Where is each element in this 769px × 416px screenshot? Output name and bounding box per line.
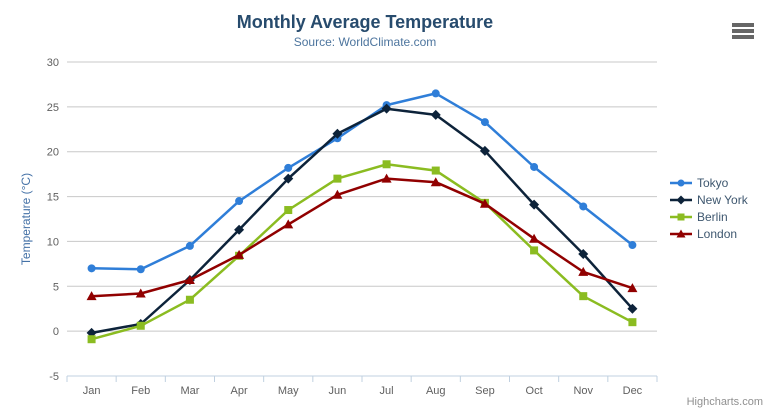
point-new-york-Dec[interactable] [627, 303, 638, 314]
point-berlin-Jun[interactable] [333, 174, 342, 183]
y-axis-tick-label: 25 [47, 102, 59, 114]
point-new-york-Sep[interactable] [479, 145, 490, 156]
point-berlin-Oct[interactable] [530, 246, 539, 255]
chart-subtitle: Source: WorldClimate.com [293, 35, 437, 49]
point-tokyo-Aug[interactable] [431, 89, 440, 98]
highcharts-credits-link[interactable]: Highcharts.com [686, 396, 763, 408]
point-tokyo-Apr[interactable] [235, 197, 244, 206]
point-berlin-Nov[interactable] [579, 292, 588, 301]
point-new-york-Aug[interactable] [430, 109, 441, 120]
x-axis-tick-label: Sep [475, 385, 495, 397]
legend-item-new-york[interactable]: New York [670, 191, 748, 208]
x-axis-tick-label: Jul [380, 385, 394, 397]
series-tokyo [87, 89, 637, 274]
point-berlin-Jan[interactable] [87, 335, 96, 344]
point-new-york-Oct[interactable] [529, 199, 540, 210]
series-new-york [86, 103, 638, 338]
legend-item-tokyo[interactable]: Tokyo [670, 174, 748, 191]
y-axis-tick-label: 20 [47, 147, 59, 159]
point-london-Jul[interactable] [381, 173, 392, 183]
legend-item-berlin[interactable]: Berlin [670, 208, 748, 225]
point-berlin-Mar[interactable] [185, 295, 194, 304]
point-new-york-Jun[interactable] [332, 128, 343, 139]
legend-marker-shape [676, 195, 686, 204]
chart-title: Monthly Average Temperature [236, 12, 494, 32]
point-london-Nov[interactable] [578, 266, 589, 276]
x-axis-tick-label: Dec [623, 385, 643, 397]
legend-item-london[interactable]: London [670, 225, 748, 242]
legend-circle-marker-icon [670, 179, 692, 186]
point-london-Jan[interactable] [86, 291, 97, 301]
series-line-berlin [90, 163, 634, 341]
series-london [86, 173, 638, 301]
point-new-york-May[interactable] [283, 173, 294, 184]
x-axis-tick-label: Mar [180, 385, 199, 397]
x-axis-tick-label: May [278, 385, 299, 397]
point-london-May[interactable] [283, 219, 294, 229]
point-tokyo-Nov[interactable] [579, 202, 588, 211]
x-axis-tick-label: Aug [426, 385, 446, 397]
legend-label-tokyo: Tokyo [697, 175, 729, 190]
series-line-tokyo [90, 92, 634, 271]
y-axis-tick-label: 5 [53, 281, 59, 293]
hamburger-icon [732, 35, 754, 39]
legend-label-london: London [697, 226, 738, 241]
point-tokyo-Feb[interactable] [136, 265, 145, 274]
legend: Tokyo New York Berlin London [670, 174, 748, 242]
legend-diamond-marker-icon [670, 195, 692, 204]
x-axis-tick-label: Nov [573, 385, 593, 397]
point-tokyo-Jan[interactable] [87, 264, 96, 273]
y-axis-tick-label: 30 [47, 57, 59, 69]
point-london-Apr[interactable] [234, 249, 245, 259]
legend-label-new-york: New York [697, 192, 748, 207]
hamburger-icon [732, 23, 754, 27]
y-axis-tick-label: -5 [49, 371, 59, 383]
point-tokyo-Mar[interactable] [185, 241, 194, 250]
point-berlin-Jul[interactable] [382, 160, 391, 169]
x-axis-tick-label: Jun [329, 385, 347, 397]
point-london-Jun[interactable] [332, 189, 343, 199]
point-tokyo-Sep[interactable] [480, 118, 489, 127]
point-berlin-May[interactable] [284, 206, 293, 215]
point-london-Oct[interactable] [529, 233, 540, 243]
point-berlin-Feb[interactable] [136, 321, 145, 330]
legend-square-marker-icon [670, 213, 692, 220]
point-new-york-Apr[interactable] [234, 224, 245, 235]
hamburger-icon [732, 29, 754, 33]
point-london-Mar[interactable] [184, 275, 195, 285]
point-tokyo-Oct[interactable] [530, 162, 539, 171]
y-axis-tick-label: 10 [47, 236, 59, 248]
point-tokyo-Dec[interactable] [628, 241, 637, 250]
point-tokyo-May[interactable] [284, 163, 293, 172]
x-axis-tick-label: Jan [83, 385, 101, 397]
y-axis-tick-label: 15 [47, 192, 59, 204]
series-line-london [90, 177, 634, 298]
legend-label-berlin: Berlin [697, 209, 728, 224]
chart-context-menu-button[interactable] [732, 23, 754, 39]
point-london-Sep[interactable] [479, 198, 490, 208]
x-axis-tick-label: Oct [526, 385, 543, 397]
point-berlin-Aug[interactable] [431, 166, 440, 175]
y-axis-title: Temperature (°C) [19, 173, 33, 265]
x-axis-tick-label: Feb [131, 385, 150, 397]
legend-marker-shape [676, 229, 686, 237]
point-london-Dec[interactable] [627, 283, 638, 293]
point-new-york-Jul[interactable] [381, 103, 392, 114]
legend-triangle-marker-icon [670, 229, 692, 237]
point-berlin-Dec[interactable] [628, 318, 637, 327]
legend-marker-shape [677, 213, 685, 220]
legend-marker-shape [677, 179, 685, 186]
point-new-york-Nov[interactable] [578, 248, 589, 259]
y-axis-tick-label: 0 [53, 326, 59, 338]
series-line-new-york [90, 107, 634, 335]
point-london-Feb[interactable] [135, 288, 146, 298]
x-axis-tick-label: Apr [231, 385, 248, 397]
point-london-Aug[interactable] [430, 177, 441, 187]
